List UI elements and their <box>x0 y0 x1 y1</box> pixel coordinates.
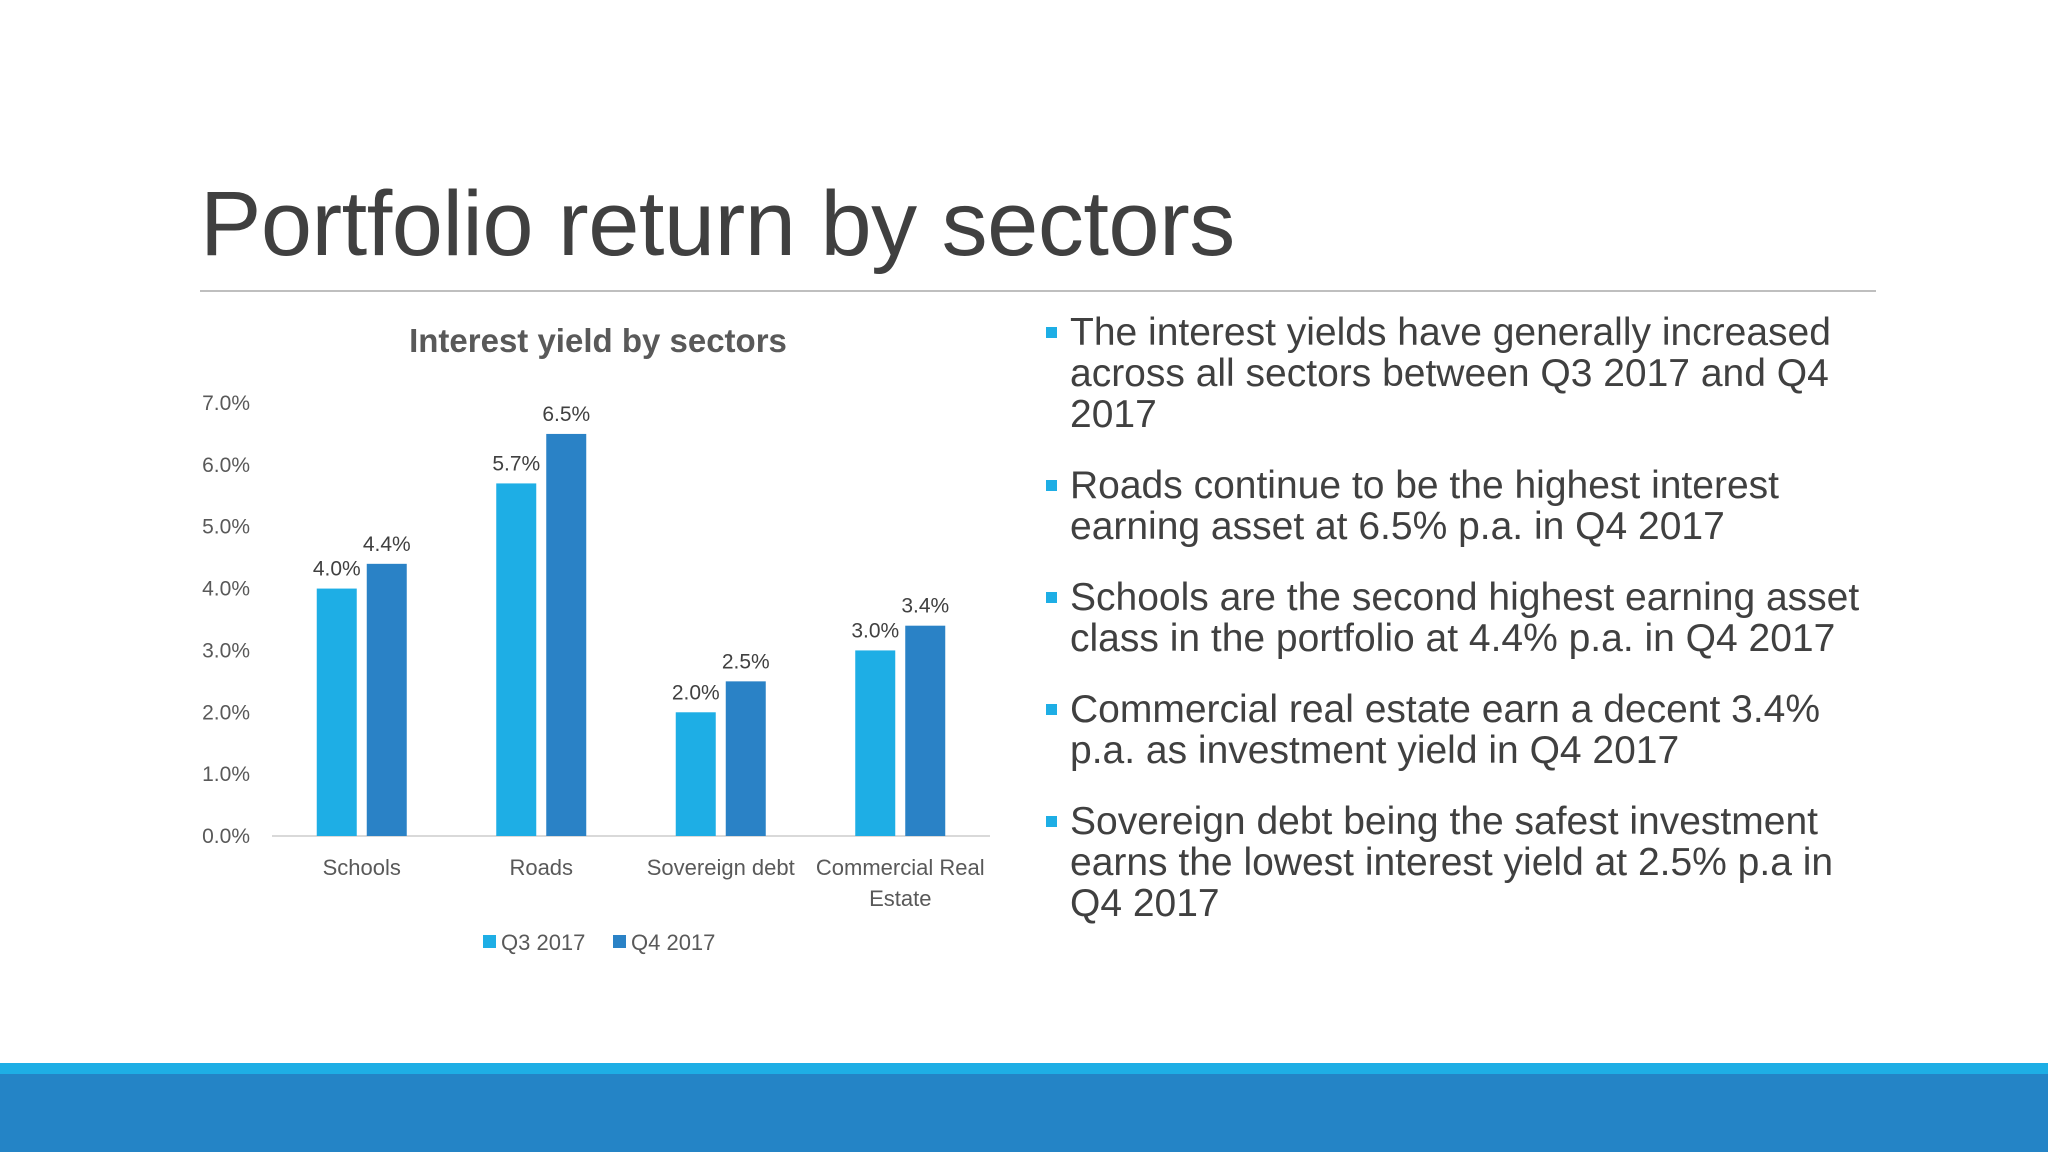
bullet-item: Roads continue to be the highest interes… <box>1046 465 1876 547</box>
bar-q3 <box>855 650 896 836</box>
legend-swatch <box>613 935 626 948</box>
bullet-text: Schools are the second highest earning a… <box>1070 576 1860 660</box>
data-label: 4.4% <box>363 533 411 556</box>
bullet-item: The interest yields have generally incre… <box>1046 312 1876 435</box>
data-label: 2.5% <box>722 650 770 673</box>
y-tick-label: 5.0% <box>202 516 250 539</box>
x-category-label: Roads <box>509 855 573 880</box>
bullet-item: Schools are the second highest earning a… <box>1046 577 1876 659</box>
x-category-label: Schools <box>323 855 401 880</box>
bullet-text: Roads continue to be the highest interes… <box>1070 464 1779 548</box>
y-tick-label: 2.0% <box>202 701 250 724</box>
bar-q3 <box>316 588 357 836</box>
y-tick-label: 0.0% <box>202 825 250 848</box>
bullet-item: Sovereign debt being the safest investme… <box>1046 801 1876 924</box>
footer-bar <box>0 1074 2048 1152</box>
square-bullet-icon <box>1046 480 1057 491</box>
title-divider <box>200 290 1876 292</box>
bullet-list: The interest yields have generally incre… <box>1046 312 1876 954</box>
bar-q3 <box>496 483 537 836</box>
bullet-text: The interest yields have generally incre… <box>1070 311 1831 436</box>
bar-q4 <box>725 681 766 836</box>
interest-yield-chart: Interest yield by sectors 0.0% 1.0% 2.0% 3.0… <box>190 320 1010 980</box>
bar-q3 <box>675 712 716 836</box>
square-bullet-icon <box>1046 704 1057 715</box>
y-tick-label: 4.0% <box>202 578 250 601</box>
chart-title: Interest yield by sectors <box>409 322 787 359</box>
y-tick-label: 3.0% <box>202 639 250 662</box>
y-tick-label: 1.0% <box>202 763 250 786</box>
data-label: 6.5% <box>542 403 590 426</box>
bar-q4 <box>366 563 407 836</box>
bullet-item: Commercial real estate earn a decent 3.4… <box>1046 689 1876 771</box>
square-bullet-icon <box>1046 327 1057 338</box>
x-category-label: Estate <box>869 886 931 911</box>
bullet-text: Sovereign debt being the safest investme… <box>1070 800 1834 925</box>
footer-accent-stripe <box>0 1063 2048 1074</box>
bar-q4 <box>905 625 946 836</box>
legend-label: Q3 2017 <box>501 930 585 955</box>
square-bullet-icon <box>1046 592 1057 603</box>
bullet-text: Commercial real estate earn a decent 3.4… <box>1070 688 1821 772</box>
y-tick-label: 6.0% <box>202 454 250 477</box>
data-label: 4.0% <box>313 558 361 581</box>
square-bullet-icon <box>1046 816 1057 827</box>
x-category-label: Sovereign debt <box>647 855 795 880</box>
legend-label: Q4 2017 <box>631 930 715 955</box>
legend-swatch <box>483 935 496 948</box>
data-label: 5.7% <box>492 452 540 475</box>
bar-q4 <box>546 433 587 836</box>
y-tick-label: 7.0% <box>202 392 250 415</box>
data-label: 3.4% <box>901 595 949 618</box>
chart-svg: Interest yield by sectors 0.0% 1.0% 2.0% 3.0… <box>202 322 990 955</box>
data-label: 3.0% <box>851 619 899 642</box>
data-label: 2.0% <box>672 681 720 704</box>
x-category-label: Commercial Real <box>816 855 985 880</box>
slide-title: Portfolio return by sectors <box>200 173 1235 275</box>
